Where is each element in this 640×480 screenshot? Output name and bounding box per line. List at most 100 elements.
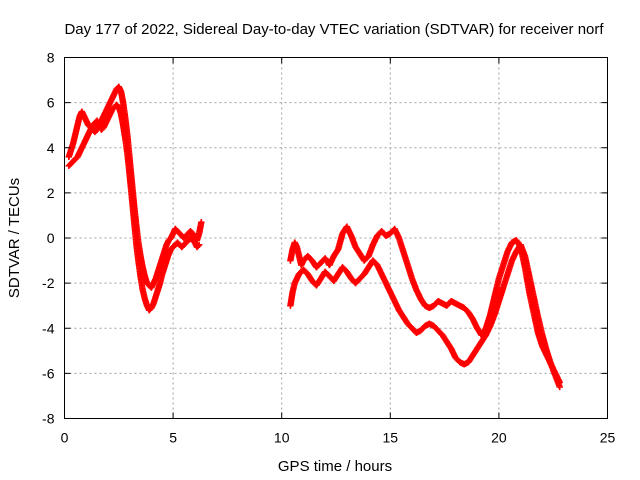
data-point bbox=[154, 286, 162, 294]
data-point bbox=[426, 304, 433, 312]
data-point bbox=[348, 232, 355, 239]
data-point bbox=[343, 268, 351, 276]
data-point bbox=[102, 119, 109, 127]
data-point bbox=[169, 230, 177, 237]
data-point bbox=[150, 300, 157, 307]
data-point bbox=[473, 345, 481, 352]
data-point bbox=[543, 347, 550, 355]
data-point bbox=[517, 241, 524, 248]
data-point bbox=[369, 241, 377, 248]
data-point bbox=[165, 250, 172, 257]
data-point bbox=[143, 302, 151, 309]
data-point bbox=[300, 257, 307, 264]
grid-lines bbox=[64, 57, 608, 419]
data-point bbox=[456, 358, 464, 366]
data-point bbox=[352, 243, 359, 251]
data-point bbox=[387, 230, 394, 237]
data-point bbox=[161, 264, 168, 271]
y-tick-label: -4 bbox=[42, 320, 55, 336]
data-point bbox=[191, 239, 199, 246]
y-tick-label: -6 bbox=[42, 365, 55, 381]
data-point bbox=[365, 252, 372, 260]
data-point bbox=[132, 239, 140, 246]
data-point bbox=[304, 252, 311, 260]
data-point bbox=[534, 313, 542, 321]
data-point bbox=[85, 131, 92, 138]
data-point bbox=[313, 264, 320, 271]
data-point bbox=[163, 257, 170, 264]
data-point bbox=[508, 239, 516, 246]
data-point bbox=[119, 99, 127, 106]
data-point bbox=[115, 103, 122, 111]
data-point bbox=[491, 293, 498, 300]
data-point bbox=[195, 241, 203, 248]
data-point bbox=[104, 115, 112, 122]
data-point bbox=[83, 117, 90, 124]
x-tick-label: 10 bbox=[274, 430, 290, 446]
data-point bbox=[495, 297, 503, 305]
data-point bbox=[76, 149, 83, 156]
data-point bbox=[106, 110, 114, 118]
y-tick-label: -8 bbox=[42, 411, 55, 427]
data-point bbox=[167, 234, 175, 242]
data-point bbox=[298, 261, 305, 269]
data-point bbox=[352, 279, 359, 287]
data-point bbox=[100, 124, 107, 131]
data-point bbox=[128, 194, 136, 201]
data-point bbox=[339, 230, 346, 237]
data-point bbox=[100, 112, 107, 120]
data-point bbox=[321, 268, 329, 276]
data-point bbox=[124, 151, 131, 158]
data-point bbox=[465, 358, 472, 366]
chart-title: Day 177 of 2022, Sidereal Day-to-day VTE… bbox=[64, 21, 604, 38]
data-point bbox=[369, 257, 377, 264]
data-point bbox=[137, 273, 144, 280]
data-point bbox=[326, 261, 333, 269]
data-point bbox=[452, 300, 459, 307]
series-2 bbox=[65, 101, 203, 314]
data-point bbox=[150, 279, 157, 287]
x-tick-label: 15 bbox=[383, 430, 399, 446]
data-point bbox=[163, 241, 170, 248]
data-point bbox=[78, 108, 86, 115]
data-point bbox=[513, 237, 520, 244]
data-point bbox=[491, 311, 498, 318]
data-point bbox=[189, 230, 196, 237]
data-point bbox=[291, 279, 298, 287]
data-point bbox=[361, 257, 368, 264]
data-point bbox=[111, 90, 118, 97]
data-point bbox=[417, 327, 424, 334]
data-point bbox=[317, 275, 324, 282]
y-tick-label: 8 bbox=[47, 50, 55, 66]
data-point bbox=[317, 259, 324, 267]
data-point bbox=[126, 171, 133, 179]
y-tick-label: 6 bbox=[47, 95, 55, 111]
data-point bbox=[408, 275, 416, 282]
data-point bbox=[382, 232, 390, 239]
data-point bbox=[130, 216, 138, 224]
data-point bbox=[465, 309, 472, 316]
data-point bbox=[421, 322, 429, 330]
data-point bbox=[65, 153, 73, 160]
data-point bbox=[287, 257, 294, 264]
data-point bbox=[404, 320, 411, 327]
data-point bbox=[500, 284, 507, 291]
data-point bbox=[83, 135, 90, 142]
data-point bbox=[539, 331, 546, 339]
data-point bbox=[74, 121, 81, 129]
data-point bbox=[487, 322, 494, 330]
data-point bbox=[356, 275, 364, 282]
data-point bbox=[330, 252, 338, 260]
data-point bbox=[321, 255, 329, 262]
data-point bbox=[148, 284, 155, 291]
data-point bbox=[295, 252, 303, 260]
data-point bbox=[67, 146, 75, 154]
data-point bbox=[80, 140, 88, 147]
data-point bbox=[508, 257, 516, 264]
series-marker bbox=[194, 242, 202, 250]
data-point bbox=[413, 286, 420, 294]
data-point bbox=[195, 230, 203, 237]
data-point bbox=[400, 248, 407, 255]
data-point bbox=[413, 329, 420, 336]
